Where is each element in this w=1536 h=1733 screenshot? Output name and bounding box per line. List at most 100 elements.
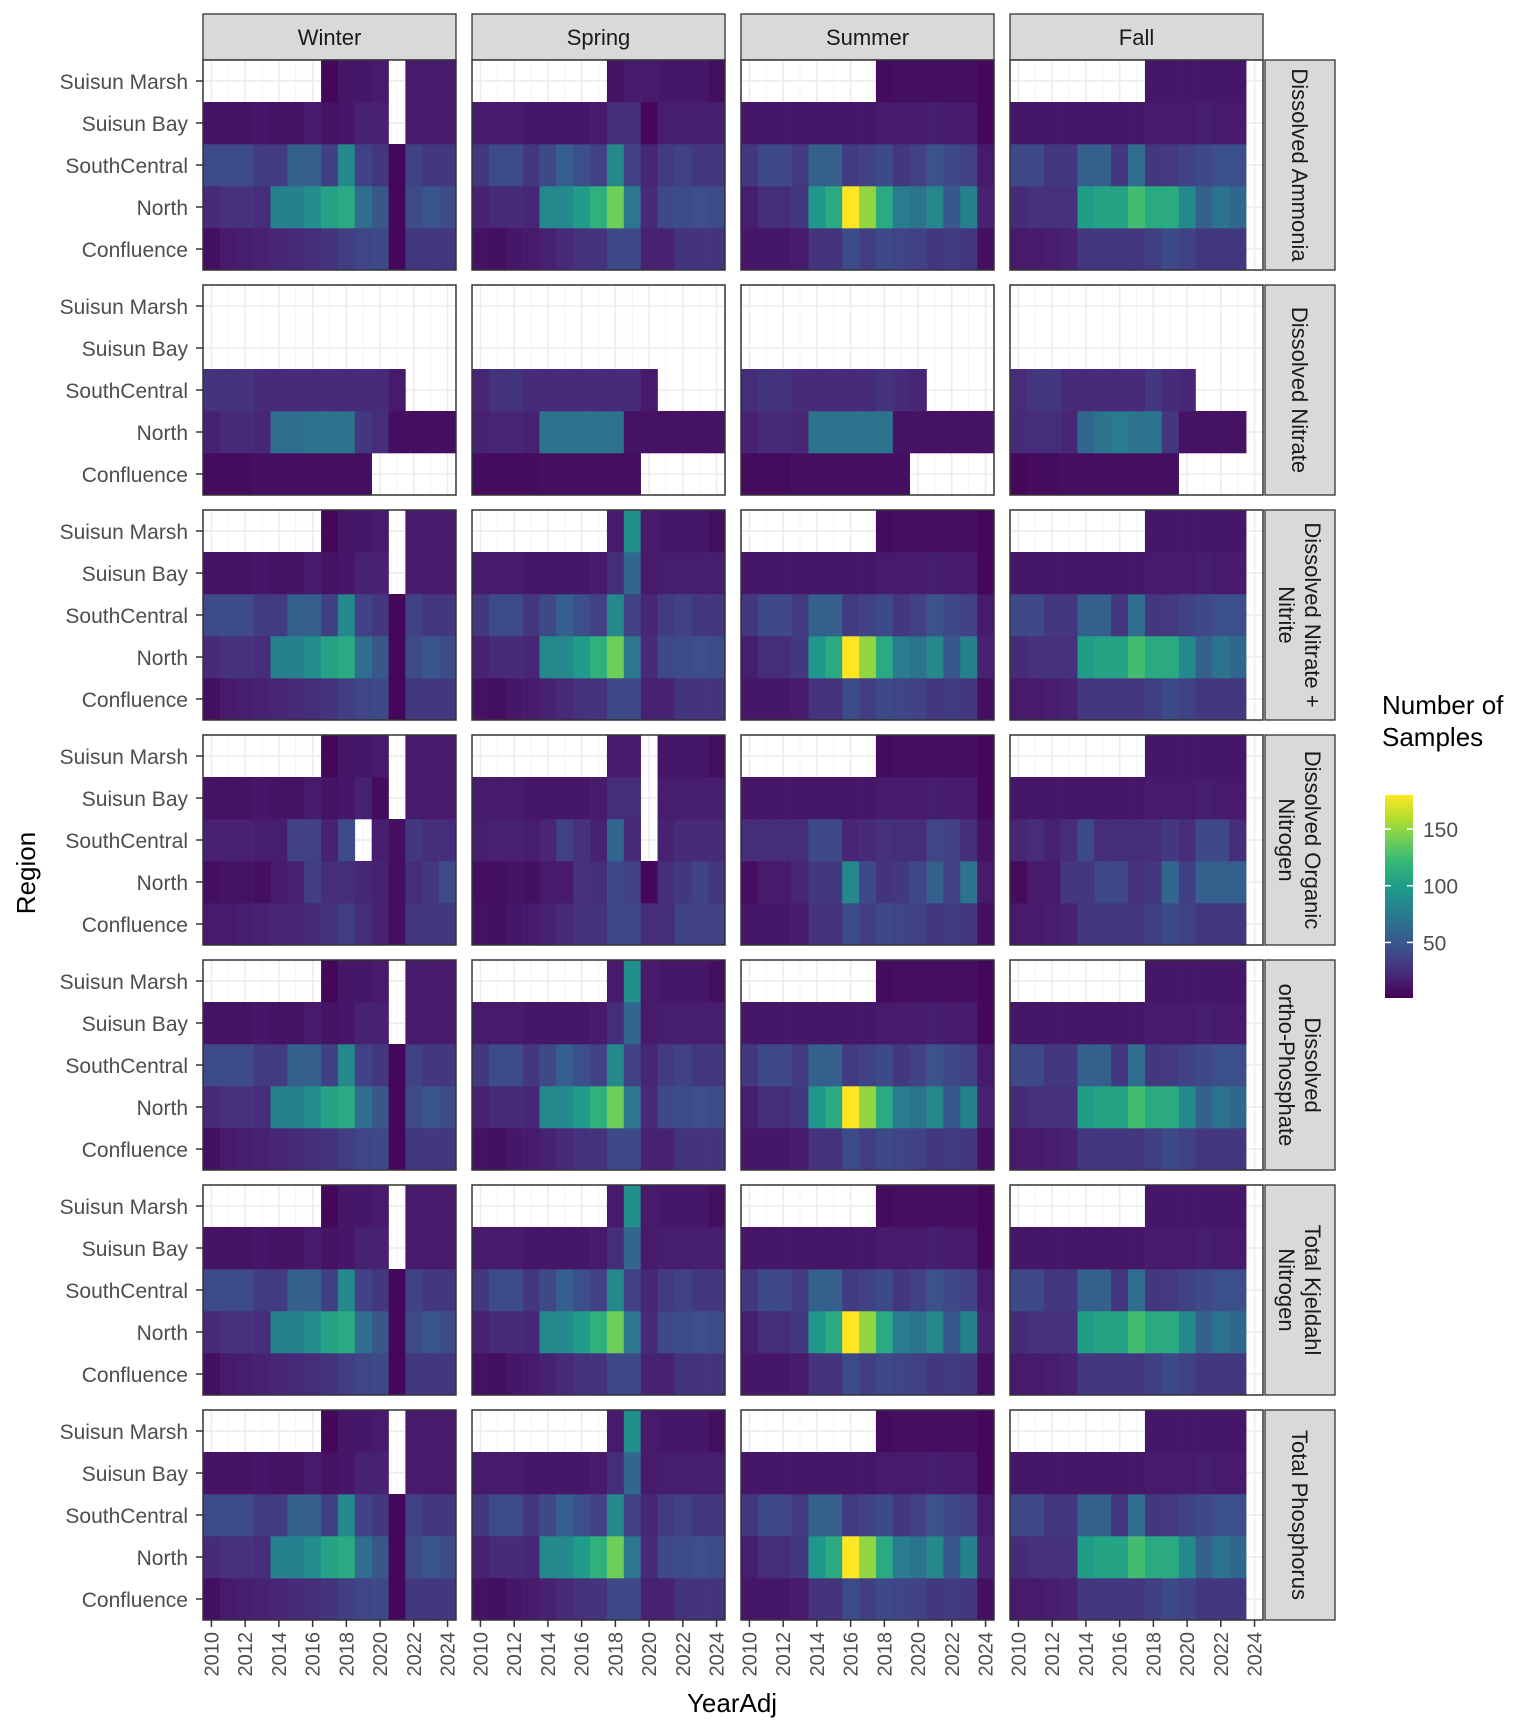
heatmap-cell bbox=[691, 735, 709, 778]
heatmap-cell bbox=[1077, 678, 1095, 721]
heatmap-cell bbox=[1195, 1086, 1213, 1129]
x-tick-label: 2024 bbox=[976, 1632, 998, 1677]
heatmap-cell bbox=[741, 1128, 759, 1171]
heatmap-cell bbox=[287, 1044, 305, 1087]
heatmap-cell bbox=[472, 1311, 490, 1354]
heatmap-cell bbox=[321, 1128, 339, 1171]
heatmap-cell bbox=[1161, 552, 1179, 595]
heatmap-cell bbox=[488, 1452, 507, 1495]
heatmap-cell bbox=[337, 1185, 356, 1228]
heatmap-cell bbox=[960, 594, 978, 637]
heatmap-cell bbox=[203, 552, 221, 595]
heatmap-cell bbox=[539, 144, 557, 187]
heatmap-cell bbox=[909, 1185, 927, 1228]
heatmap-cell bbox=[270, 1353, 288, 1396]
heatmap-cell bbox=[203, 369, 221, 412]
heatmap-cell bbox=[774, 1536, 792, 1579]
heatmap-cell bbox=[926, 1269, 944, 1312]
heatmap-cell bbox=[741, 594, 759, 637]
heatmap-cell bbox=[606, 1128, 625, 1171]
heatmap-cell bbox=[388, 228, 406, 271]
heatmap-cell bbox=[1111, 594, 1129, 637]
heatmap-cell bbox=[219, 1494, 238, 1537]
heatmap-cell bbox=[1178, 1578, 1196, 1621]
heatmap-cell bbox=[1077, 552, 1095, 595]
heatmap-cell bbox=[1026, 1044, 1045, 1087]
heatmap-cell bbox=[1128, 678, 1146, 721]
heatmap-cell bbox=[623, 735, 641, 778]
panel-border bbox=[1009, 734, 1264, 946]
heatmap-cell bbox=[1161, 735, 1179, 778]
heatmap-cell bbox=[926, 411, 944, 454]
heatmap-cell bbox=[371, 1269, 389, 1312]
region-tick-label: Suisun Marsh bbox=[60, 521, 188, 544]
heatmap-cell bbox=[321, 411, 339, 454]
column-strip-summer bbox=[740, 13, 995, 61]
heatmap-cell bbox=[623, 510, 641, 553]
heatmap-cell bbox=[1178, 1452, 1196, 1495]
heatmap-cell bbox=[926, 1002, 944, 1045]
heatmap-cell bbox=[1229, 60, 1247, 103]
heatmap-cell bbox=[875, 1002, 894, 1045]
heatmap-cell bbox=[422, 678, 440, 721]
heatmap-cell bbox=[304, 1353, 322, 1396]
heatmap-cell bbox=[657, 1086, 675, 1129]
heatmap-cell bbox=[337, 1410, 356, 1453]
heatmap-cell bbox=[219, 1269, 238, 1312]
heatmap-cell bbox=[1195, 411, 1213, 454]
heatmap-cell bbox=[691, 102, 709, 145]
heatmap-cell bbox=[1010, 144, 1028, 187]
heatmap-cell bbox=[1229, 1002, 1247, 1045]
heatmap-cell bbox=[405, 228, 423, 271]
heatmap-cell bbox=[203, 1269, 221, 1312]
heatmap-cell bbox=[354, 453, 372, 496]
heatmap-cell bbox=[505, 1578, 523, 1621]
heatmap-cell bbox=[859, 1536, 877, 1579]
heatmap-cell bbox=[1111, 102, 1129, 145]
heatmap-cell bbox=[539, 594, 557, 637]
heatmap-cell bbox=[1094, 453, 1112, 496]
heatmap-cell bbox=[556, 144, 574, 187]
heatmap-cell bbox=[287, 819, 305, 862]
heatmap-cell bbox=[354, 1086, 372, 1129]
heatmap-cell bbox=[203, 678, 221, 721]
heatmap-cell bbox=[892, 636, 910, 679]
heatmap-cell bbox=[1144, 678, 1163, 721]
heatmap-cell bbox=[405, 510, 423, 553]
heatmap-cell bbox=[337, 903, 356, 946]
panel-border bbox=[202, 959, 457, 1171]
heatmap-cell bbox=[1077, 1311, 1095, 1354]
heatmap-cell bbox=[892, 594, 910, 637]
heatmap-cell bbox=[606, 453, 625, 496]
heatmap-cell bbox=[657, 1002, 675, 1045]
heatmap-cell bbox=[439, 777, 457, 820]
heatmap-cell bbox=[253, 552, 271, 595]
heatmap-cell bbox=[606, 1044, 625, 1087]
heatmap-cell bbox=[1111, 1044, 1129, 1087]
heatmap-cell bbox=[287, 1227, 305, 1270]
heatmap-cell bbox=[708, 594, 726, 637]
heatmap-cell bbox=[337, 228, 356, 271]
x-tick-label: 2020 bbox=[370, 1632, 392, 1677]
heatmap-cell bbox=[590, 369, 608, 412]
heatmap-cell bbox=[943, 1494, 961, 1537]
heatmap-cell bbox=[774, 1353, 792, 1396]
heatmap-cell bbox=[1060, 1494, 1078, 1537]
heatmap-cell bbox=[439, 552, 457, 595]
heatmap-cell bbox=[488, 1353, 507, 1396]
heatmap-cell bbox=[522, 228, 540, 271]
heatmap-cell bbox=[1161, 819, 1179, 862]
heatmap-cell bbox=[623, 186, 641, 229]
heatmap-cell bbox=[825, 369, 843, 412]
heatmap-cell bbox=[977, 552, 995, 595]
heatmap-cell bbox=[590, 1311, 608, 1354]
heatmap-cell bbox=[522, 144, 540, 187]
panel-border bbox=[740, 509, 995, 721]
heatmap-cell bbox=[657, 1494, 675, 1537]
panel-border bbox=[202, 509, 457, 721]
heatmap-cell bbox=[875, 1410, 894, 1453]
heatmap-cell bbox=[505, 1311, 523, 1354]
heatmap-cell bbox=[422, 1311, 440, 1354]
heatmap-cell bbox=[842, 819, 860, 862]
heatmap-cell bbox=[1111, 678, 1129, 721]
